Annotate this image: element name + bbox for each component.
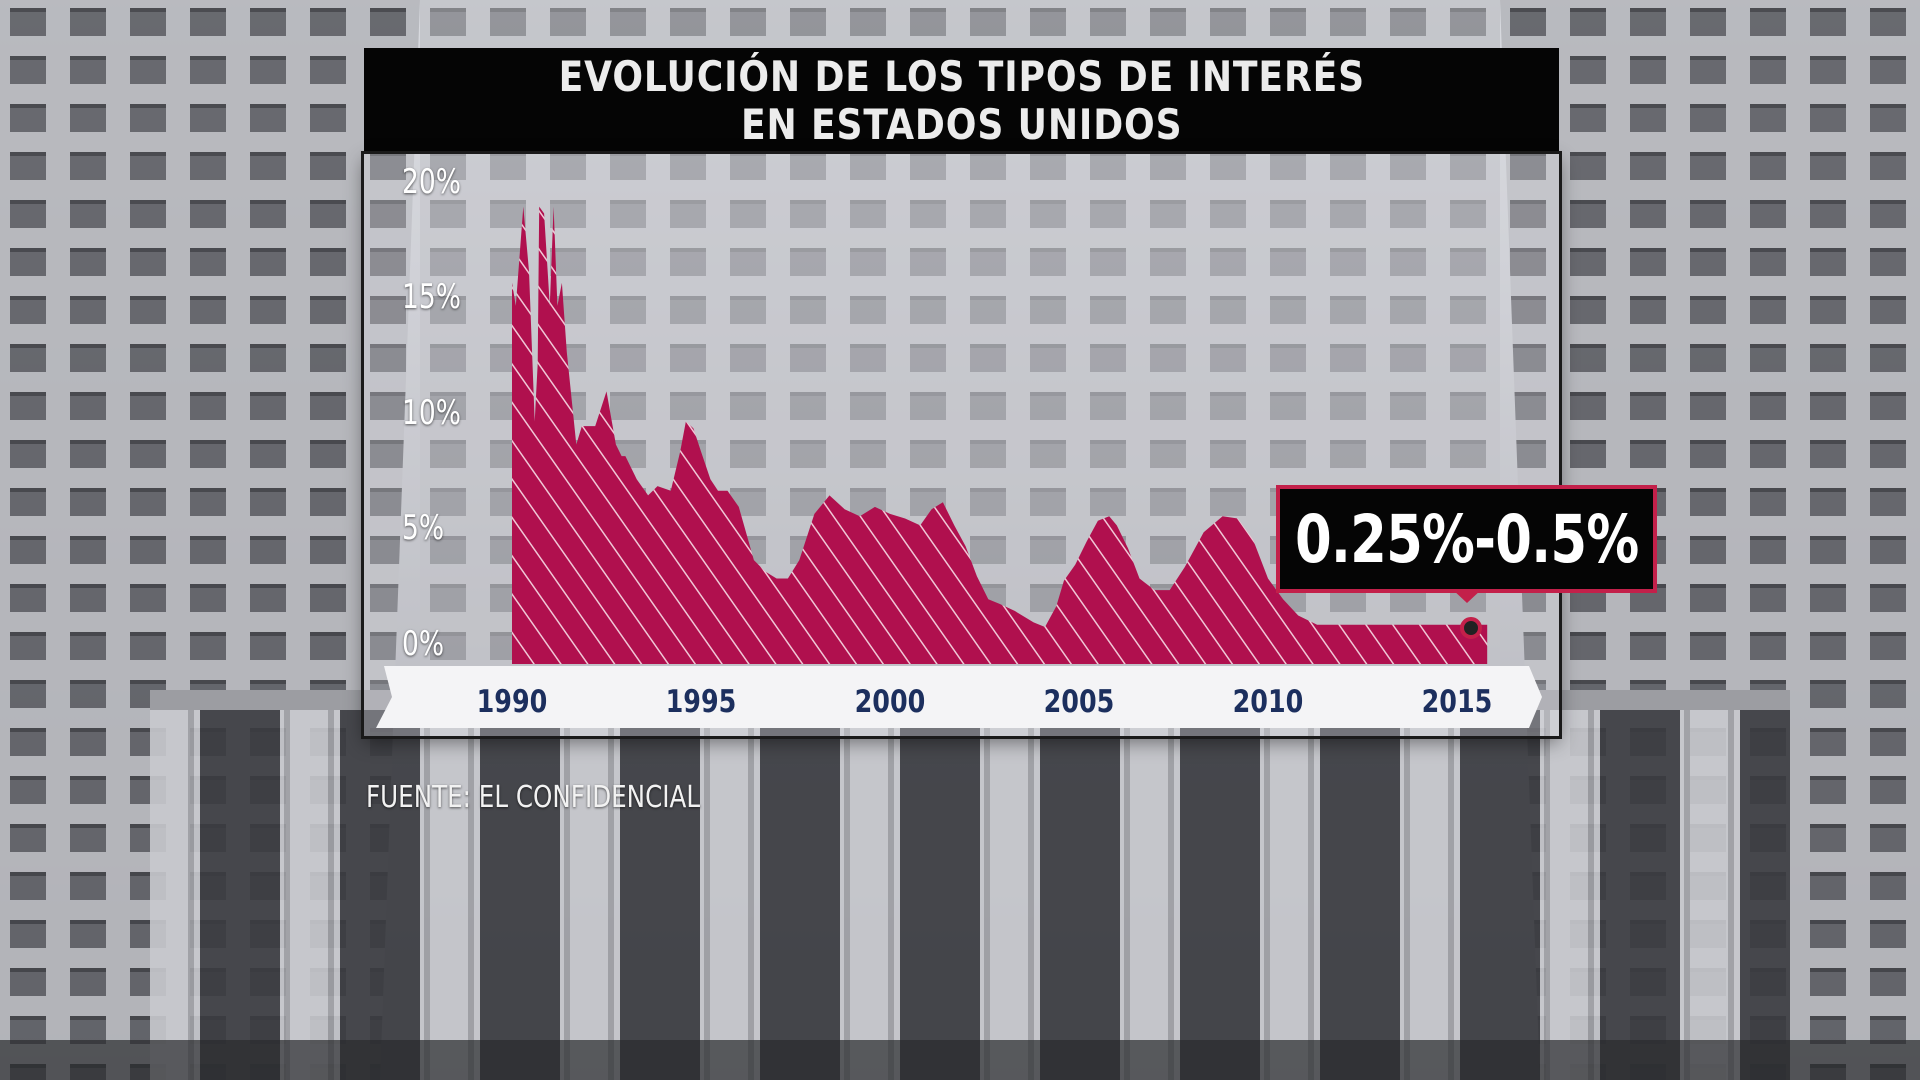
x-tick-label: 2010 (1232, 684, 1304, 720)
x-tick-label: 1995 (665, 684, 737, 720)
current-rate-callout: 0.25%-0.5% (1276, 485, 1657, 593)
x-axis-band (376, 666, 1542, 728)
y-tick-label: 15% (402, 277, 461, 317)
chart-plot (376, 206, 1542, 728)
callout-pointer-icon (1452, 589, 1482, 603)
x-tick-label: 2005 (1043, 684, 1115, 720)
interest-rate-area (512, 206, 1488, 664)
chart-title-line-2: EN ESTADOS UNIDOS (740, 100, 1183, 149)
y-tick-label: 5% (402, 508, 445, 548)
chart-panel: 20% 15% 10% 5% 0% 1990 1995 2000 2005 20… (364, 154, 1559, 736)
y-tick-label: 20% (402, 162, 461, 202)
current-rate-label: 0.25%-0.5% (1294, 500, 1639, 578)
current-rate-marker (1460, 617, 1482, 639)
chart-title-line-1: EVOLUCIÓN DE LOS TIPOS DE INTERÉS (558, 52, 1365, 101)
chart-title: EVOLUCIÓN DE LOS TIPOS DE INTERÉS EN EST… (364, 48, 1559, 154)
x-tick-label: 2000 (854, 684, 926, 720)
x-tick-label: 2015 (1421, 684, 1493, 720)
y-tick-label: 0% (402, 624, 445, 664)
source-note: FUENTE: EL CONFIDENCIAL (366, 780, 701, 815)
y-tick-label: 10% (402, 393, 461, 433)
x-tick-label: 1990 (476, 684, 548, 720)
